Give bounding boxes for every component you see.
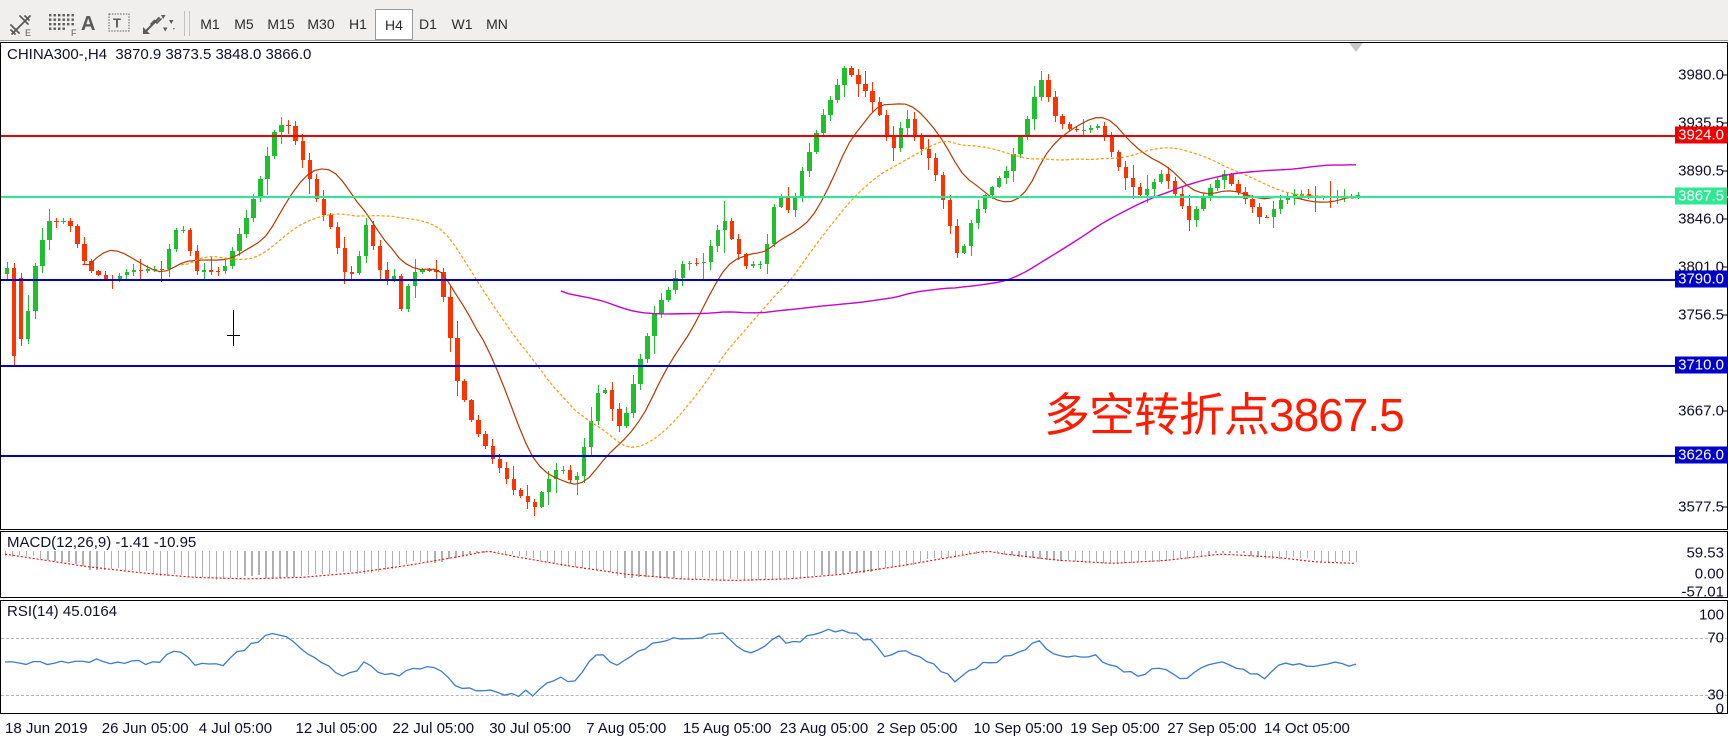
svg-text:F: F — [71, 28, 77, 37]
svg-text:T: T — [113, 16, 121, 31]
svg-text:E: E — [25, 28, 31, 37]
